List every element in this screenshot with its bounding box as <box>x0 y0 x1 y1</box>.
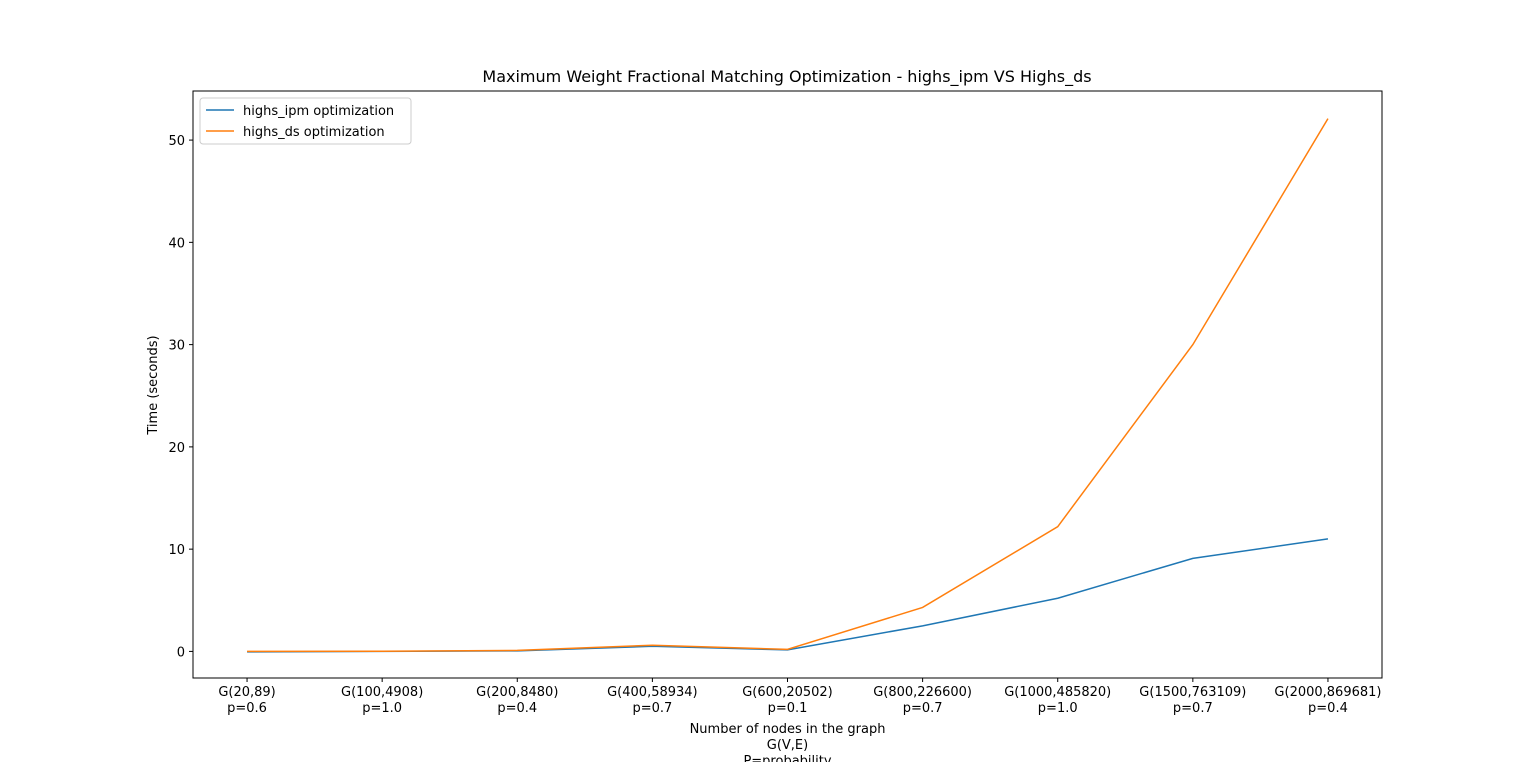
y-tick-label: 10 <box>168 543 185 558</box>
y-tick-label: 30 <box>168 339 185 354</box>
legend-box <box>199 97 412 145</box>
x-axis-label: Number of nodes in the graph G(V,E) P=pr… <box>689 722 886 762</box>
x-tick-label: G(800,226600) p=0.7 <box>873 685 973 716</box>
x-tick-label: G(2000,869681) p=0.4 <box>1274 685 1382 716</box>
series-line <box>247 538 1329 653</box>
y-tick-label: 40 <box>168 236 185 251</box>
y-axis-label: Time (seconds) <box>146 335 161 435</box>
x-tick-label: G(20,89) p=0.6 <box>218 685 276 716</box>
legend-label: highs_ds optimization <box>243 125 385 140</box>
plot-frame <box>192 90 1383 679</box>
y-tick-label: 20 <box>168 441 185 456</box>
x-tick-label: G(600,20502) p=0.1 <box>742 685 833 716</box>
y-tick-label: 0 <box>177 645 185 660</box>
x-tick-label: G(1000,485820) p=1.0 <box>1004 685 1112 716</box>
x-tick-label: G(1500,763109) p=0.7 <box>1139 685 1247 716</box>
series-line <box>247 118 1329 653</box>
x-tick-label: G(400,58934) p=0.7 <box>607 685 698 716</box>
y-tick-label: 50 <box>168 134 185 149</box>
x-tick-label: G(200,8480) p=0.4 <box>476 685 559 716</box>
chart-title: Maximum Weight Fractional Matching Optim… <box>482 67 1091 87</box>
legend-label: highs_ipm optimization <box>243 104 394 119</box>
x-tick-label: G(100,4908) p=1.0 <box>341 685 424 716</box>
